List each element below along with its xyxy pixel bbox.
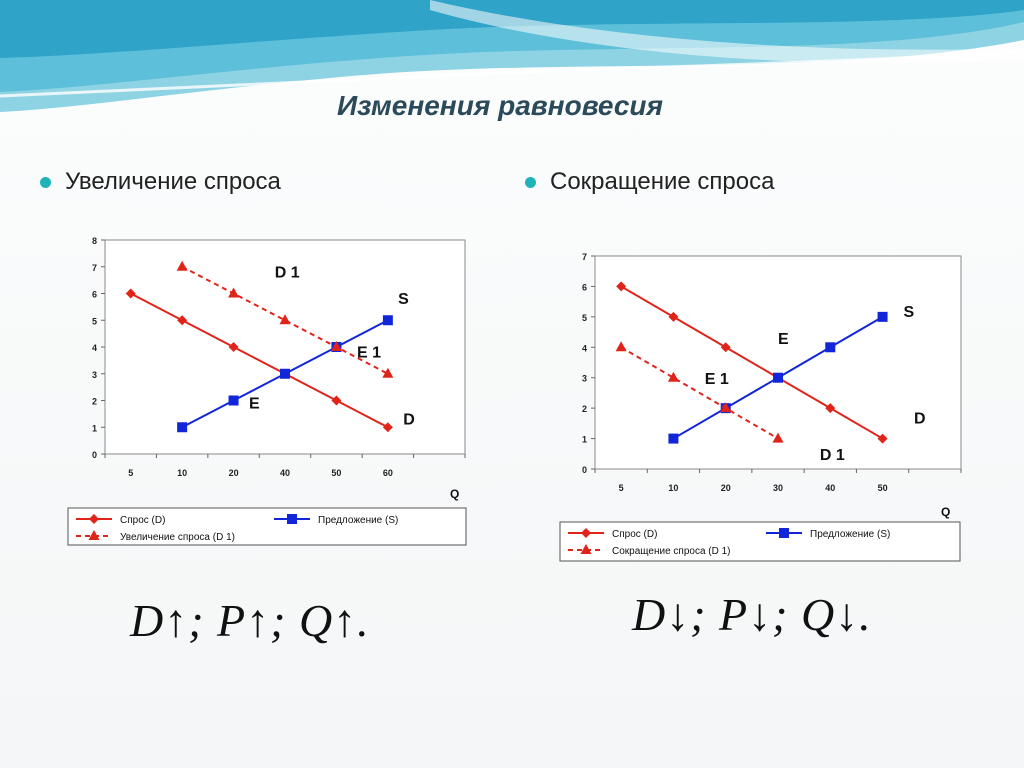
y-tick-label: 7 bbox=[582, 252, 587, 262]
chart-annotation: D bbox=[914, 410, 926, 427]
chart-demand-increase: 0 1 2 3 4 5 6 7 8 5 10 20 40 50 60 Q D 1 S E 1 E D Спрос (D) П… bbox=[67, 236, 467, 546]
data-point-s0-2 bbox=[228, 342, 239, 352]
data-point-s1-2 bbox=[228, 395, 239, 406]
y-tick-label: 6 bbox=[582, 282, 587, 292]
legend-label: Спрос (D) bbox=[120, 515, 165, 526]
data-point-slegend2-0 bbox=[88, 530, 100, 540]
data-point-s1-3 bbox=[280, 368, 290, 379]
data-point-s1-1 bbox=[177, 422, 188, 433]
series-line-0 bbox=[620, 285, 884, 440]
y-tick-label: 0 bbox=[92, 450, 97, 460]
x-tick-label: 20 bbox=[229, 468, 239, 478]
y-tick-label: 5 bbox=[92, 316, 97, 326]
x-tick-label: 5 bbox=[619, 483, 624, 493]
y-tick-label: 4 bbox=[582, 343, 587, 353]
x-tick-label: 5 bbox=[128, 468, 133, 478]
chart-annotation: S bbox=[398, 291, 409, 308]
chart-annotation: E 1 bbox=[357, 345, 381, 362]
formula-demand-increase: D↑; P↑; Q↑. bbox=[130, 595, 370, 646]
legend-label: Сокращение спроса (D 1) bbox=[612, 546, 731, 557]
chart-annotation: E bbox=[778, 331, 789, 348]
chart-annotation: S bbox=[903, 304, 914, 321]
data-point-s2-1 bbox=[176, 260, 188, 271]
x-tick-label: 10 bbox=[668, 483, 678, 493]
data-point-s0-4 bbox=[331, 395, 342, 406]
y-tick-label: 2 bbox=[582, 404, 587, 414]
data-point-slegend2-0 bbox=[580, 544, 592, 554]
data-point-s0-2 bbox=[720, 342, 731, 353]
data-point-slegend0-0 bbox=[581, 528, 591, 538]
data-point-s2-2 bbox=[228, 287, 240, 298]
chart-annotation: D bbox=[403, 412, 415, 429]
data-point-s0-0 bbox=[125, 288, 136, 299]
legend-label: Предложение (S) bbox=[810, 529, 890, 540]
series-line-2 bbox=[181, 265, 389, 375]
x-tick-label: 10 bbox=[177, 468, 187, 478]
series-line-0 bbox=[130, 292, 389, 429]
data-point-s2-0 bbox=[615, 341, 627, 352]
legend-label: Предложение (S) bbox=[318, 515, 398, 526]
bullet-dot-icon bbox=[40, 176, 51, 188]
x-axis-label: Q bbox=[450, 487, 459, 501]
data-point-s1-1 bbox=[668, 433, 679, 444]
data-point-s2-3 bbox=[279, 314, 291, 325]
legend-label: Увеличение спроса (D 1) bbox=[120, 532, 235, 543]
data-point-s1-5 bbox=[382, 315, 393, 326]
chart-annotation: E 1 bbox=[705, 371, 729, 388]
x-tick-label: 50 bbox=[331, 468, 341, 478]
data-point-s1-5 bbox=[877, 311, 888, 322]
data-point-slegend1-0 bbox=[287, 514, 297, 524]
chart-annotation: D 1 bbox=[820, 447, 845, 464]
data-point-s2-2 bbox=[720, 402, 732, 413]
y-tick-label: 1 bbox=[582, 435, 587, 445]
data-point-s0-4 bbox=[825, 403, 836, 414]
bullet-label: Увеличение спроса bbox=[65, 168, 281, 195]
bullet-label: Сокращение спроса bbox=[550, 168, 775, 195]
y-tick-label: 6 bbox=[92, 290, 97, 300]
y-tick-label: 4 bbox=[92, 343, 97, 353]
series-line-2 bbox=[620, 346, 779, 440]
data-point-slegend0-0 bbox=[89, 514, 99, 524]
chart-demand-decrease: 0 1 2 3 4 5 6 7 5 10 20 30 40 50 Q S E E 1 D D 1 Спрос (D) Пр… bbox=[559, 252, 962, 562]
data-point-s2-5 bbox=[382, 367, 394, 378]
x-tick-label: 30 bbox=[773, 483, 783, 493]
bullet-demand-decrease: Сокращение спроса bbox=[525, 168, 774, 196]
slide-title: Изменения равновесия bbox=[336, 90, 663, 121]
data-point-s1-4 bbox=[825, 342, 836, 353]
y-tick-label: 3 bbox=[92, 370, 97, 380]
bullet-dot-icon bbox=[525, 176, 536, 188]
data-point-s2-4 bbox=[330, 341, 342, 351]
bullet-demand-increase: Увеличение спроса bbox=[40, 168, 281, 196]
y-tick-label: 7 bbox=[92, 263, 97, 273]
x-tick-label: 60 bbox=[383, 468, 393, 478]
header-wave-decoration bbox=[0, 0, 1024, 112]
data-point-s0-1 bbox=[177, 315, 188, 326]
x-tick-label: 40 bbox=[825, 483, 835, 493]
y-tick-label: 1 bbox=[92, 423, 97, 433]
data-point-s0-0 bbox=[616, 281, 627, 292]
x-tick-label: 20 bbox=[721, 483, 731, 493]
x-tick-label: 50 bbox=[878, 483, 888, 493]
legend-label: Спрос (D) bbox=[612, 529, 657, 540]
formula-demand-decrease: D↓; P↓; Q↓. bbox=[632, 589, 872, 640]
y-tick-label: 8 bbox=[92, 236, 97, 246]
data-point-s2-3 bbox=[772, 432, 784, 443]
chart-annotation: E bbox=[249, 396, 260, 413]
data-point-s1-3 bbox=[773, 372, 783, 383]
data-point-s0-5 bbox=[877, 433, 888, 444]
data-point-slegend1-0 bbox=[779, 528, 789, 538]
data-point-s0-5 bbox=[382, 422, 393, 433]
y-tick-label: 2 bbox=[92, 397, 97, 407]
y-tick-label: 5 bbox=[582, 313, 587, 323]
data-point-s0-1 bbox=[668, 311, 679, 322]
y-tick-label: 3 bbox=[582, 374, 587, 384]
chart-annotation: D 1 bbox=[275, 264, 300, 281]
y-tick-label: 0 bbox=[582, 465, 587, 475]
data-point-s2-1 bbox=[667, 371, 679, 382]
legend-box bbox=[559, 521, 961, 562]
x-axis-label: Q bbox=[941, 505, 950, 519]
legend-box bbox=[67, 507, 467, 546]
x-tick-label: 40 bbox=[280, 468, 290, 478]
